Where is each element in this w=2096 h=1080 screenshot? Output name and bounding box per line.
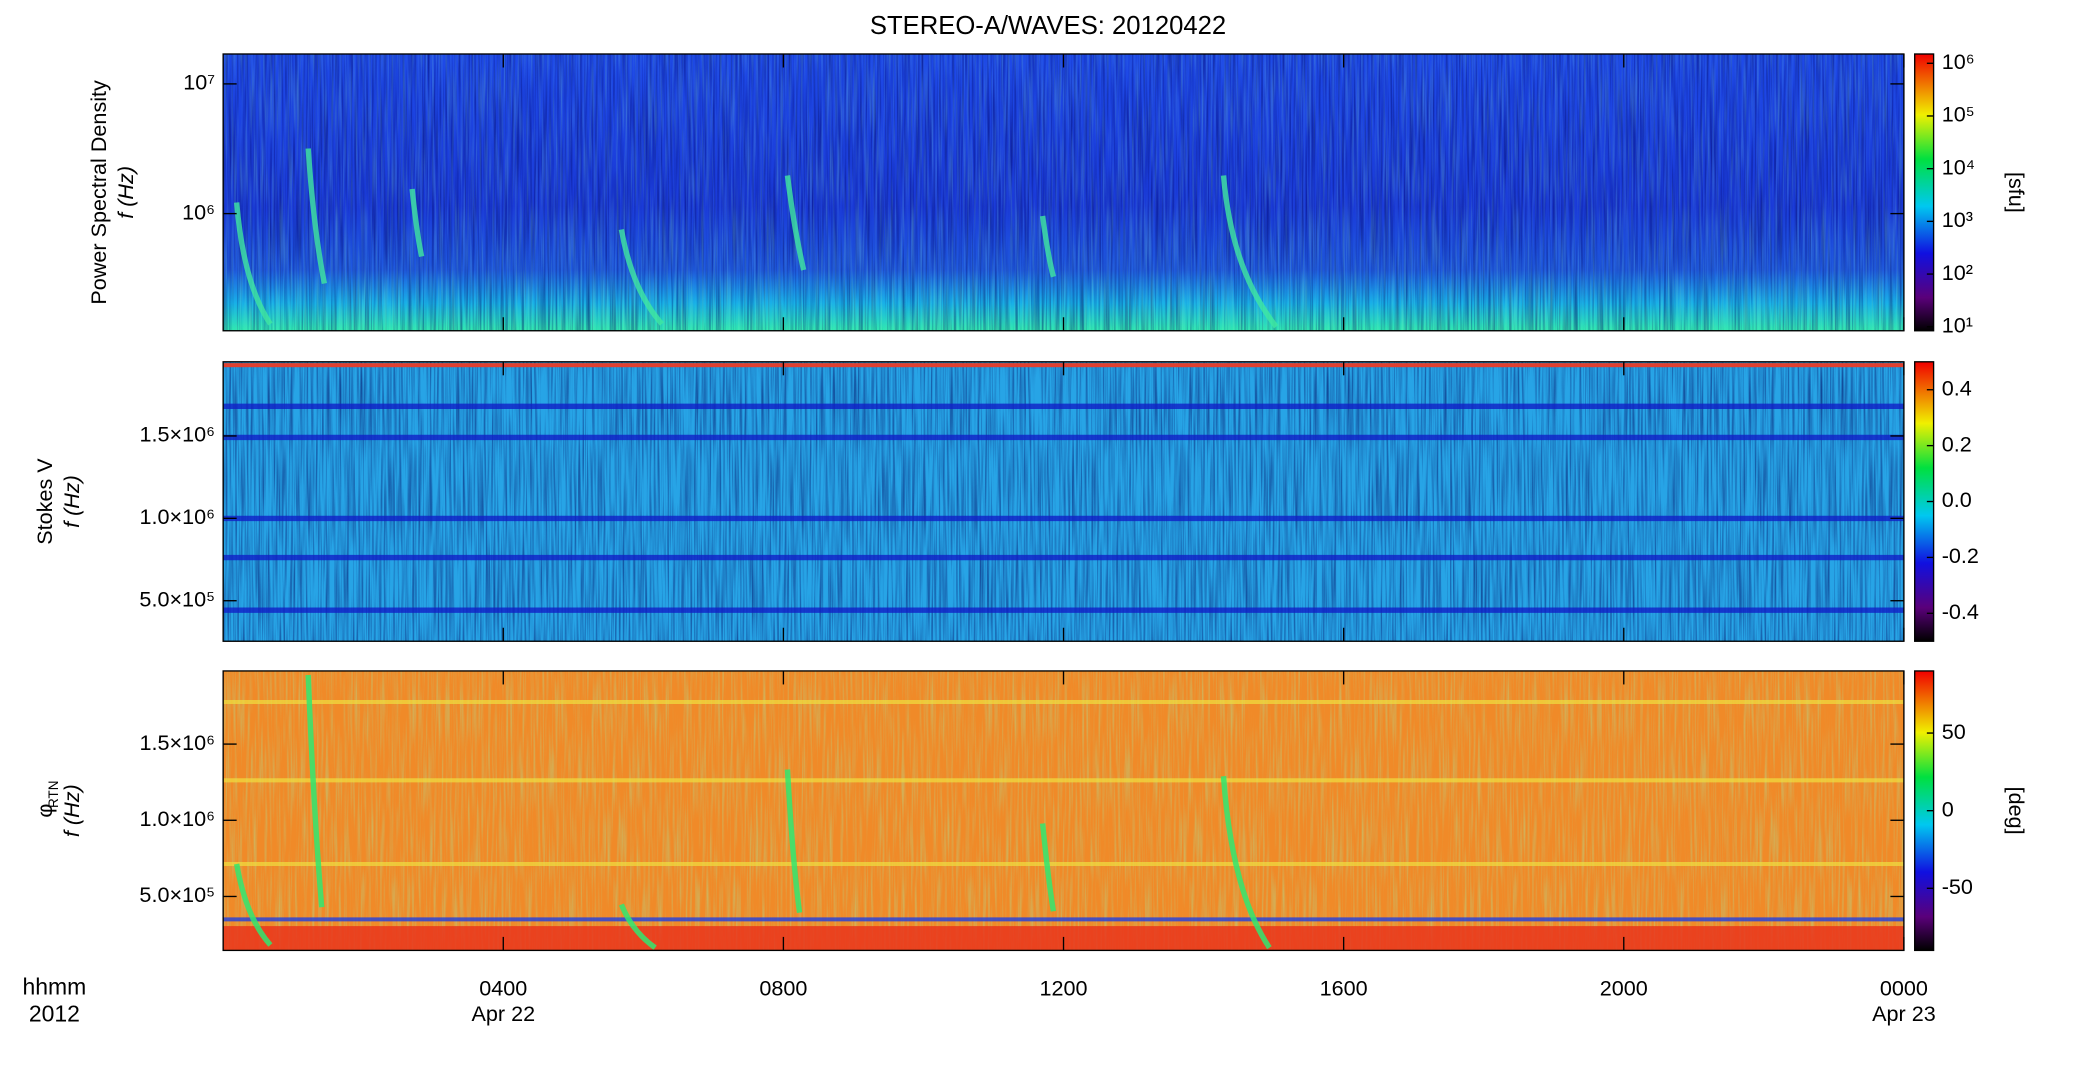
y-axis-label: f (Hz) [113,166,138,219]
x-date-label: Apr 22 [471,1001,535,1026]
y-axis-label: Power Spectral Density [86,80,111,305]
colorbar-tick-label: 10⁵ [1942,102,1975,127]
colorbar-tick-label: 10⁶ [1942,49,1975,74]
y-tick-label: 1.5×10⁶ [140,422,216,447]
colorbar-tick-label: -0.2 [1942,543,1979,568]
colorbar [1914,53,1935,332]
x-tick-label: 0800 [759,975,807,1000]
x-axis-label: 2012 [29,1000,80,1026]
colorbar-tick-label: 0.0 [1942,487,1972,512]
x-tick-label: 1200 [1040,975,1088,1000]
y-axis-label-sub: RTN [46,780,61,808]
y-axis-label: f (Hz) [59,475,84,528]
y-tick-label: 1.5×10⁶ [140,730,216,755]
colorbar-tick-label: 10⁴ [1942,154,1975,179]
y-tick-label: 1.0×10⁶ [140,504,216,529]
colorbar-tick-label: -50 [1942,874,1973,899]
x-axis-label: hhmm [23,973,87,999]
y-axis-label: φ [32,804,57,818]
colorbar-label: [deg] [2004,787,2029,835]
y-tick-label: 1.0×10⁶ [140,806,216,831]
colorbar-tick-label: 0.2 [1942,431,1972,456]
x-date-label: Apr 23 [1872,1001,1936,1026]
colorbar-tick-label: 0 [1942,796,1954,821]
x-tick-label: 0400 [479,975,527,1000]
colorbar-tick-label: 10¹ [1942,312,1973,337]
colorbar-tick-label: 50 [1942,719,1966,744]
y-tick-label: 10⁶ [182,199,215,224]
x-tick-label: 2000 [1600,975,1648,1000]
colorbar-label: [sfu] [2004,172,2029,213]
colorbar-tick-label: 0.4 [1942,375,1972,400]
y-axis-label: Stokes V [32,458,57,545]
chart-title: STEREO-A/WAVES: 20120422 [870,12,1226,40]
y-tick-label: 5.0×10⁵ [139,882,215,907]
x-tick-label: 0000 [1880,975,1928,1000]
spectrogram-image [223,54,1904,951]
colorbar-tick-label: -0.4 [1942,599,1979,624]
colorbar-tick-label: 10³ [1942,207,1973,232]
y-axis-label: f (Hz) [59,784,84,837]
colorbar-tick-label: 10² [1942,260,1973,285]
y-tick-label: 5.0×10⁵ [139,586,215,611]
x-tick-label: 1600 [1320,975,1368,1000]
y-tick-label: 10⁷ [183,70,215,95]
